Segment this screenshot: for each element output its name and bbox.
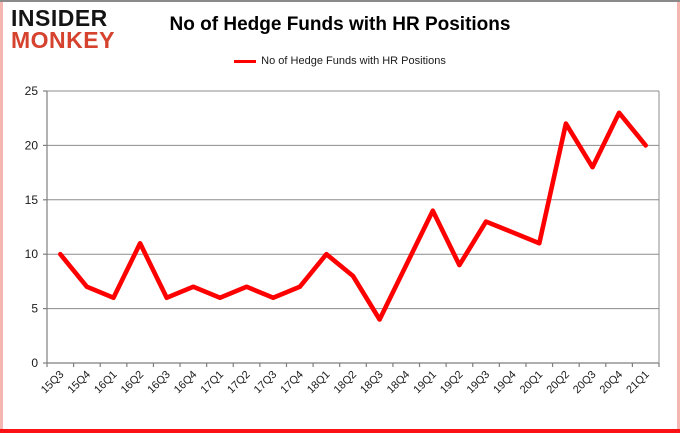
y-tick-label-0: 0: [31, 356, 38, 370]
x-label-19Q1: 19Q1: [411, 369, 439, 397]
x-label-18Q1: 18Q1: [305, 369, 333, 397]
logo-line2: MONKEY: [11, 27, 115, 53]
chart-legend: No of Hedge Funds with HR Positions: [0, 55, 680, 67]
x-label-17Q1: 17Q1: [199, 369, 227, 397]
legend-label: No of Hedge Funds with HR Positions: [261, 55, 446, 67]
y-tick-label-15: 15: [25, 193, 39, 207]
border-bottom: [0, 429, 680, 433]
x-label-16Q4: 16Q4: [172, 369, 200, 397]
x-label-20Q2: 20Q2: [544, 369, 572, 397]
x-label-19Q4: 19Q4: [491, 369, 519, 397]
x-label-18Q3: 18Q3: [358, 369, 386, 397]
x-label-18Q2: 18Q2: [332, 369, 360, 397]
x-label-20Q1: 20Q1: [518, 369, 546, 397]
x-label-17Q3: 17Q3: [252, 369, 280, 397]
logo-line1: INSIDER: [11, 5, 108, 31]
x-label-16Q2: 16Q2: [119, 369, 147, 397]
insider-monkey-logo: INSIDER MONKEY: [11, 5, 115, 53]
y-tick-label-20: 20: [25, 138, 39, 152]
border-left: [0, 2, 3, 429]
x-label-15Q4: 15Q4: [66, 369, 94, 397]
x-label-20Q3: 20Q3: [571, 369, 599, 397]
border-top: [0, 0, 680, 2]
x-label-16Q3: 16Q3: [145, 369, 173, 397]
x-label-17Q4: 17Q4: [278, 369, 306, 397]
chart-title: No of Hedge Funds with HR Positions: [169, 14, 511, 35]
series-line-0: [57, 110, 649, 322]
border-right: [677, 2, 680, 429]
x-label-20Q4: 20Q4: [598, 369, 626, 397]
x-label-17Q2: 17Q2: [225, 369, 253, 397]
x-label-18Q4: 18Q4: [385, 369, 413, 397]
y-tick-label-5: 5: [31, 302, 38, 316]
x-label-19Q3: 19Q3: [465, 369, 493, 397]
legend-line-swatch: [234, 59, 257, 63]
x-label-19Q2: 19Q2: [438, 369, 466, 397]
x-label-21Q1: 21Q1: [624, 369, 652, 397]
x-label-16Q1: 16Q1: [92, 369, 120, 397]
y-tick-label-25: 25: [25, 84, 39, 98]
x-label-15Q3: 15Q3: [39, 369, 67, 397]
y-tick-label-10: 10: [25, 247, 39, 261]
